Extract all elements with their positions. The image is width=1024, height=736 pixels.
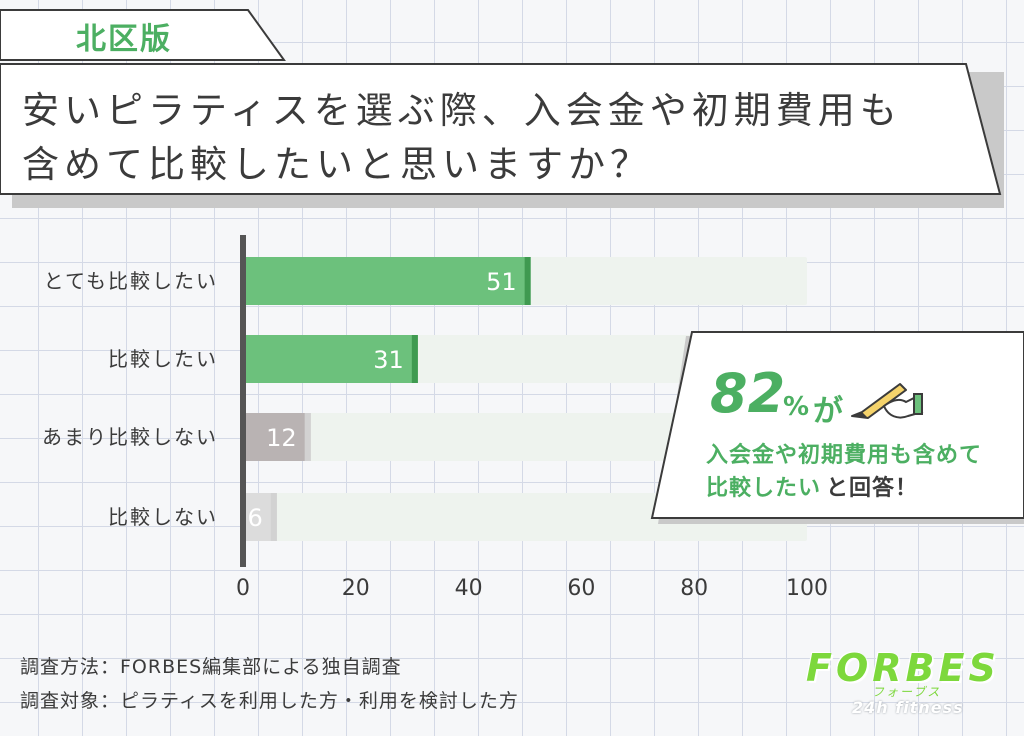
category-label-1: とても比較したい — [44, 269, 218, 293]
brand-logo: FORBES — [806, 646, 1000, 690]
bar-edge-3 — [304, 413, 311, 461]
pencil-hand-icon — [851, 383, 924, 419]
y-axis-line — [240, 235, 246, 567]
title-line-1: 安いピラティスを選ぶ際、入会金や初期費用も — [22, 89, 902, 132]
callout-line-2-rest: と回答！ — [826, 476, 919, 501]
x-tick-label-40: 40 — [455, 576, 483, 601]
category-label-2: 比較したい — [108, 347, 218, 371]
callout-box — [650, 331, 1024, 524]
region-tag: 北区版 — [76, 22, 172, 57]
callout-particle: が — [813, 394, 843, 429]
callout-line-2-highlight: 比較したい — [706, 476, 822, 501]
value-label-4: 6 — [248, 504, 263, 532]
x-tick-label-20: 20 — [342, 576, 370, 601]
callout-big-number: 82 — [710, 362, 786, 425]
survey-method-note: 調査方法：FORBES編集部による独自調査 — [20, 656, 402, 678]
x-tick-label-80: 80 — [680, 576, 708, 601]
value-label-1: 51 — [486, 268, 517, 296]
x-tick-label-60: 60 — [567, 576, 595, 601]
value-label-2: 31 — [373, 346, 404, 374]
callout-percent: % — [783, 392, 810, 422]
category-label-4: 比較しない — [108, 505, 218, 529]
bar-1 — [243, 257, 531, 305]
value-label-3: 12 — [266, 424, 297, 452]
survey-target-note: 調査対象：ピラティスを利用した方・利用を検討した方 — [20, 690, 519, 712]
bar-edge-4 — [270, 493, 277, 541]
bar-3 — [243, 413, 311, 461]
bar-edge-1 — [524, 257, 531, 305]
x-tick-label-100: 100 — [786, 576, 828, 601]
title-banner — [0, 63, 1004, 208]
bar-2 — [243, 335, 418, 383]
region-tag-shape — [0, 9, 286, 61]
title-line-2: 含めて比較したいと思いますか？ — [22, 143, 652, 186]
brand-logo-kana: フォーブス — [872, 685, 942, 699]
brand-logo-sub: 24h fitness — [852, 698, 964, 717]
x-tick-label-0: 0 — [236, 576, 250, 601]
category-label-3: あまり比較しない — [42, 425, 218, 449]
callout-line-1: 入会金や初期費用も含めて — [706, 443, 983, 468]
bar-edge-2 — [411, 335, 418, 383]
